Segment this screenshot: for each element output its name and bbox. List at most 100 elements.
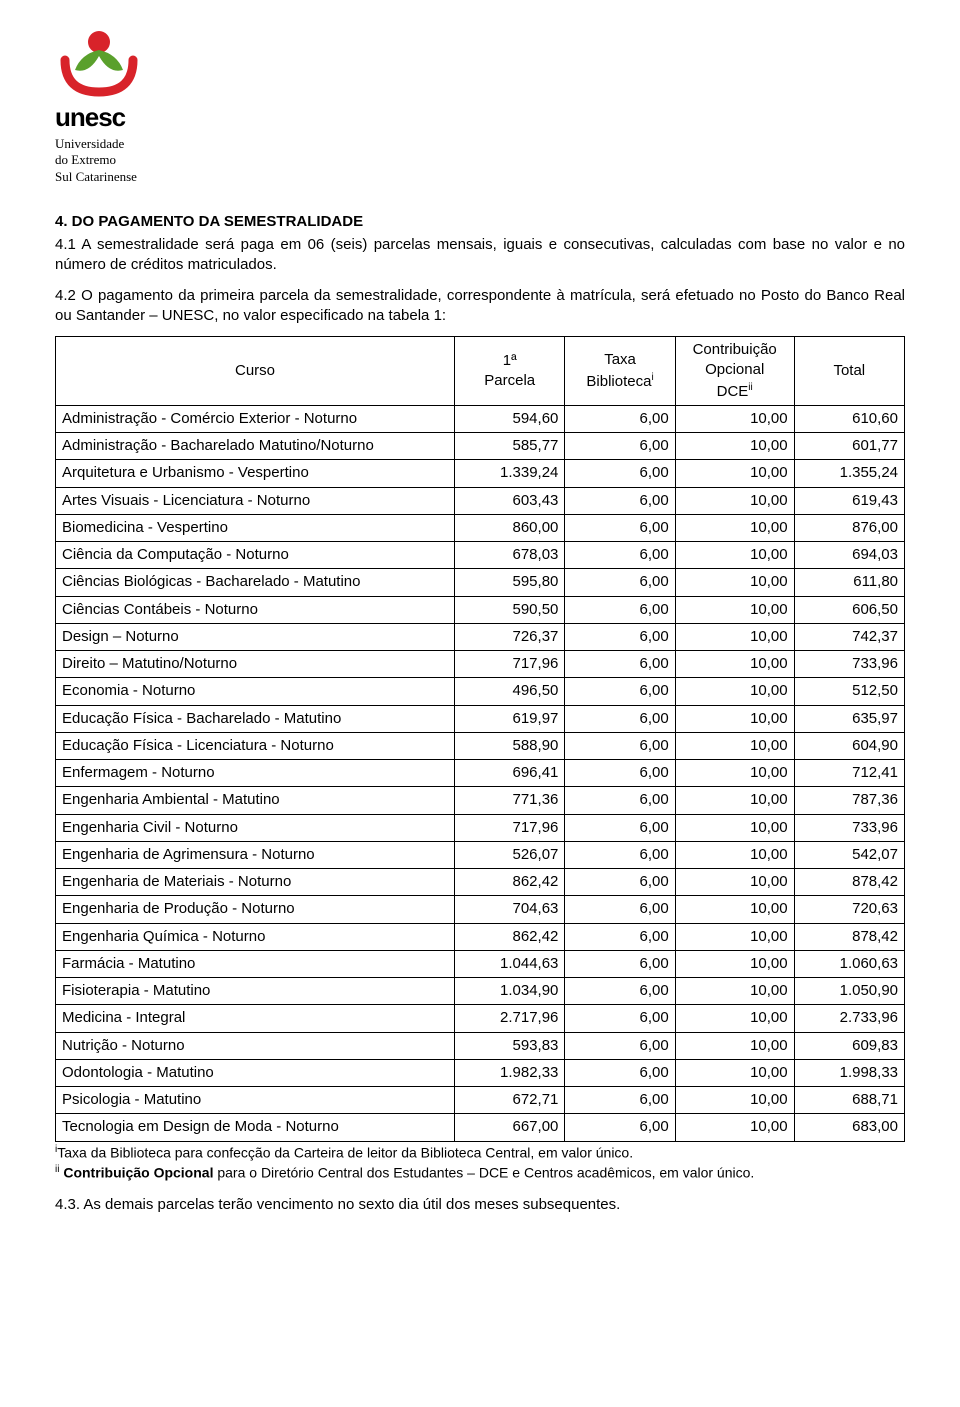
cell-biblioteca: 6,00 [565,460,675,487]
cell-course: Design – Noturno [56,623,455,650]
cell-dce: 10,00 [675,433,794,460]
fees-table: Curso 1ª Parcela Taxa Bibliotecai Contri… [55,336,905,1142]
cell-dce: 10,00 [675,651,794,678]
paragraph-4-3: 4.3. As demais parcelas terão vencimento… [55,1195,905,1215]
cell-biblioteca: 6,00 [565,1114,675,1141]
cell-parcela: 696,41 [455,760,565,787]
cell-parcela: 860,00 [455,514,565,541]
th-parcela-line2: Parcela [484,372,535,389]
cell-course: Economia - Noturno [56,678,455,705]
th-biblioteca-line2: Biblioteca [586,373,651,390]
cell-total: 601,77 [794,433,904,460]
cell-dce: 10,00 [675,623,794,650]
cell-total: 1.998,33 [794,1059,904,1086]
cell-biblioteca: 6,00 [565,487,675,514]
cell-dce: 10,00 [675,1114,794,1141]
cell-biblioteca: 6,00 [565,1059,675,1086]
cell-total: 619,43 [794,487,904,514]
cell-dce: 10,00 [675,487,794,514]
logo-wordmark: unesc [55,100,905,135]
footnote-2: ii Contribuição Opcional para o Diretóri… [55,1163,905,1182]
th-dce: Contribuição Opcional DCEii [675,337,794,406]
table-row: Direito – Matutino/Noturno717,966,0010,0… [56,651,905,678]
cell-biblioteca: 6,00 [565,651,675,678]
cell-parcela: 603,43 [455,487,565,514]
cell-course: Ciências Contábeis - Noturno [56,596,455,623]
th-parcela: 1ª Parcela [455,337,565,406]
cell-parcela: 771,36 [455,787,565,814]
cell-total: 1.050,90 [794,978,904,1005]
table-row: Nutrição - Noturno593,836,0010,00609,83 [56,1032,905,1059]
cell-dce: 10,00 [675,1005,794,1032]
cell-parcela: 590,50 [455,596,565,623]
footnote-2-bold: Contribuição Opcional [63,1164,213,1180]
cell-biblioteca: 6,00 [565,760,675,787]
th-dce-line1: Contribuição [693,341,777,358]
th-dce-line3: DCE [717,383,749,400]
cell-course: Psicologia - Matutino [56,1087,455,1114]
th-curso: Curso [56,337,455,406]
cell-course: Administração - Bacharelado Matutino/Not… [56,433,455,460]
table-header-row: Curso 1ª Parcela Taxa Bibliotecai Contri… [56,337,905,406]
cell-course: Ciência da Computação - Noturno [56,542,455,569]
cell-total: 1.060,63 [794,950,904,977]
cell-parcela: 717,96 [455,814,565,841]
cell-total: 712,41 [794,760,904,787]
section-heading: 4. DO PAGAMENTO DA SEMESTRALIDADE [55,212,905,232]
cell-course: Educação Física - Licenciatura - Noturno [56,732,455,759]
cell-total: 688,71 [794,1087,904,1114]
table-row: Arquitetura e Urbanismo - Vespertino1.33… [56,460,905,487]
cell-parcela: 619,97 [455,705,565,732]
cell-dce: 10,00 [675,678,794,705]
table-body: Administração - Comércio Exterior - Notu… [56,405,905,1141]
table-row: Fisioterapia - Matutino1.034,906,0010,00… [56,978,905,1005]
cell-total: 512,50 [794,678,904,705]
cell-total: 733,96 [794,814,904,841]
cell-total: 610,60 [794,405,904,432]
cell-biblioteca: 6,00 [565,596,675,623]
table-row: Engenharia Civil - Noturno717,966,0010,0… [56,814,905,841]
cell-course: Artes Visuais - Licenciatura - Noturno [56,487,455,514]
cell-course: Medicina - Integral [56,1005,455,1032]
cell-course: Farmácia - Matutino [56,950,455,977]
cell-total: 694,03 [794,542,904,569]
table-row: Artes Visuais - Licenciatura - Noturno60… [56,487,905,514]
cell-course: Enfermagem - Noturno [56,760,455,787]
cell-course: Ciências Biológicas - Bacharelado - Matu… [56,569,455,596]
table-row: Educação Física - Bacharelado - Matutino… [56,705,905,732]
cell-dce: 10,00 [675,542,794,569]
cell-parcela: 526,07 [455,841,565,868]
cell-total: 876,00 [794,514,904,541]
table-row: Engenharia Ambiental - Matutino771,366,0… [56,787,905,814]
cell-dce: 10,00 [675,596,794,623]
logo-icon [55,30,143,100]
cell-course: Engenharia de Agrimensura - Noturno [56,841,455,868]
table-row: Tecnologia em Design de Moda - Noturno66… [56,1114,905,1141]
th-biblioteca-sup: i [651,372,653,383]
cell-parcela: 667,00 [455,1114,565,1141]
th-biblioteca-line1: Taxa [604,351,636,368]
cell-course: Administração - Comércio Exterior - Notu… [56,405,455,432]
cell-parcela: 585,77 [455,433,565,460]
table-row: Engenharia de Materiais - Noturno862,426… [56,869,905,896]
th-dce-line2: Opcional [705,361,764,378]
cell-biblioteca: 6,00 [565,923,675,950]
table-row: Psicologia - Matutino672,716,0010,00688,… [56,1087,905,1114]
cell-parcela: 496,50 [455,678,565,705]
cell-biblioteca: 6,00 [565,732,675,759]
cell-course: Engenharia Civil - Noturno [56,814,455,841]
cell-biblioteca: 6,00 [565,896,675,923]
cell-parcela: 595,80 [455,569,565,596]
cell-parcela: 726,37 [455,623,565,650]
cell-course: Educação Física - Bacharelado - Matutino [56,705,455,732]
cell-parcela: 1.034,90 [455,978,565,1005]
cell-course: Biomedicina - Vespertino [56,514,455,541]
table-row: Administração - Comércio Exterior - Notu… [56,405,905,432]
cell-parcela: 593,83 [455,1032,565,1059]
paragraph-4-2: 4.2 O pagamento da primeira parcela da s… [55,286,905,327]
table-row: Ciências Contábeis - Noturno590,506,0010… [56,596,905,623]
cell-biblioteca: 6,00 [565,623,675,650]
cell-total: 611,80 [794,569,904,596]
table-row: Odontologia - Matutino1.982,336,0010,001… [56,1059,905,1086]
cell-dce: 10,00 [675,569,794,596]
